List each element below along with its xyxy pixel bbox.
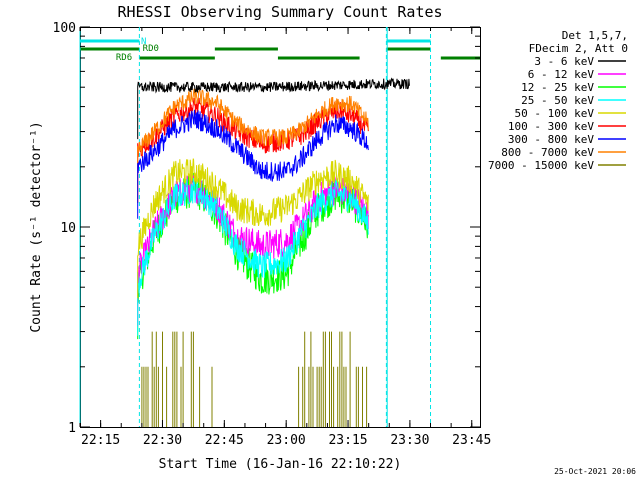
legend-header-line: FDecim 2, Att 0 (529, 42, 628, 55)
series-800-7000-kev (137, 88, 369, 203)
x-tick-label: 23:15 (328, 433, 367, 448)
series-7000-15000-kev (141, 331, 368, 427)
legend-header-line: Det 1,5,7, (562, 29, 628, 42)
flag-rd0-bar (214, 47, 278, 51)
series-25-50-kev (137, 177, 369, 336)
y-axis-label: Count Rate (s⁻¹ detector⁻¹) (29, 121, 44, 332)
series-3-6-kev (137, 77, 410, 140)
chart-title: RHESSI Observing Summary Count Rates (117, 3, 442, 21)
legend-entry-label: 6 - 12 keV (528, 68, 595, 81)
series-50-100-kev (137, 158, 369, 299)
flag-rd0-bar (80, 47, 140, 51)
x-tick-label: 23:30 (390, 433, 429, 448)
legend-entry-label: 7000 - 15000 keV (488, 159, 594, 172)
series-300-800-kev (137, 109, 369, 219)
series-layer (137, 77, 410, 427)
flag-rd0-label: RD0 (143, 44, 159, 54)
legend-entry-label: 100 - 300 keV (508, 120, 594, 133)
axis-ticks: 22:15 22:30 22:45 23:00 23:15 23:30 23:45 1 10 10… (53, 21, 492, 448)
legend-entry-label: 300 - 800 keV (508, 133, 594, 146)
flag-rd6-bar (440, 56, 480, 60)
legend-entry-label: 800 - 7000 keV (501, 146, 594, 159)
x-tick-label: 23:45 (452, 433, 491, 448)
x-tick-label: 23:00 (267, 433, 306, 448)
y-tick-label: 1 (68, 421, 76, 436)
timestamp: 25-Oct-2021 20:06 (554, 467, 636, 476)
legend-entry-label: 12 - 25 keV (521, 81, 594, 94)
flag-rd0-bar (386, 47, 431, 51)
flag-n-label: N (141, 37, 146, 47)
y-tick-label: 100 (53, 21, 76, 36)
x-tick-label: 22:30 (143, 433, 182, 448)
flag-rd6-bar (277, 56, 360, 60)
legend-entry-label: 3 - 6 keV (534, 55, 594, 68)
legend-entry-label: 50 - 100 keV (515, 107, 595, 120)
flag-n-bar (386, 39, 431, 43)
y-tick-label: 10 (60, 221, 76, 236)
x-tick-label: 22:45 (205, 433, 244, 448)
flag-n-bar (80, 39, 140, 43)
series-6-12-kev (137, 173, 369, 327)
flag-rd6-label: RD6 (116, 53, 132, 63)
legend-entry-label: 25 - 50 keV (521, 94, 594, 107)
x-tick-label: 22:15 (81, 433, 120, 448)
flag-rd6-bar (139, 56, 215, 60)
x-axis-label: Start Time (16-Jan-16 22:10:22) (159, 457, 402, 472)
